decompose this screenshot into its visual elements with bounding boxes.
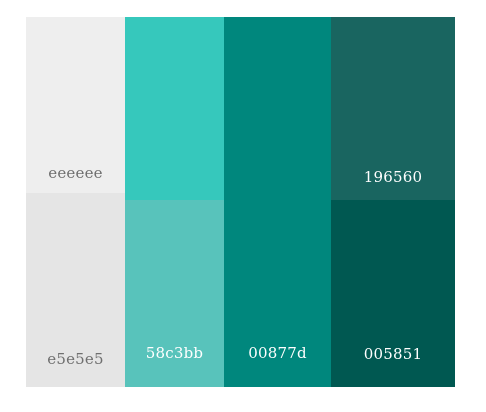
swatch-005851: 005851 bbox=[331, 200, 455, 387]
swatch-e5e5e5: e5e5e5 bbox=[26, 193, 125, 387]
swatch-label-005851: 005851 bbox=[363, 345, 423, 363]
swatch-eeeeee: eeeeee bbox=[26, 17, 125, 193]
swatch-label-58c3bb: 58c3bb bbox=[145, 344, 204, 362]
swatch-00877d: 00877d bbox=[224, 17, 331, 387]
swatch-58c3bb: 58c3bb bbox=[125, 200, 224, 387]
swatch-label-00877d: 00877d bbox=[248, 344, 307, 362]
swatch-unlabeled-teal bbox=[125, 17, 224, 200]
swatch-196560: 196560 bbox=[331, 17, 455, 200]
swatch-label-196560: 196560 bbox=[363, 168, 423, 186]
swatch-label-e5e5e5: e5e5e5 bbox=[47, 350, 104, 368]
color-palette: eeeeee e5e5e5 58c3bb 00877d 196560 00585… bbox=[26, 17, 455, 387]
swatch-label-eeeeee: eeeeee bbox=[48, 164, 103, 182]
